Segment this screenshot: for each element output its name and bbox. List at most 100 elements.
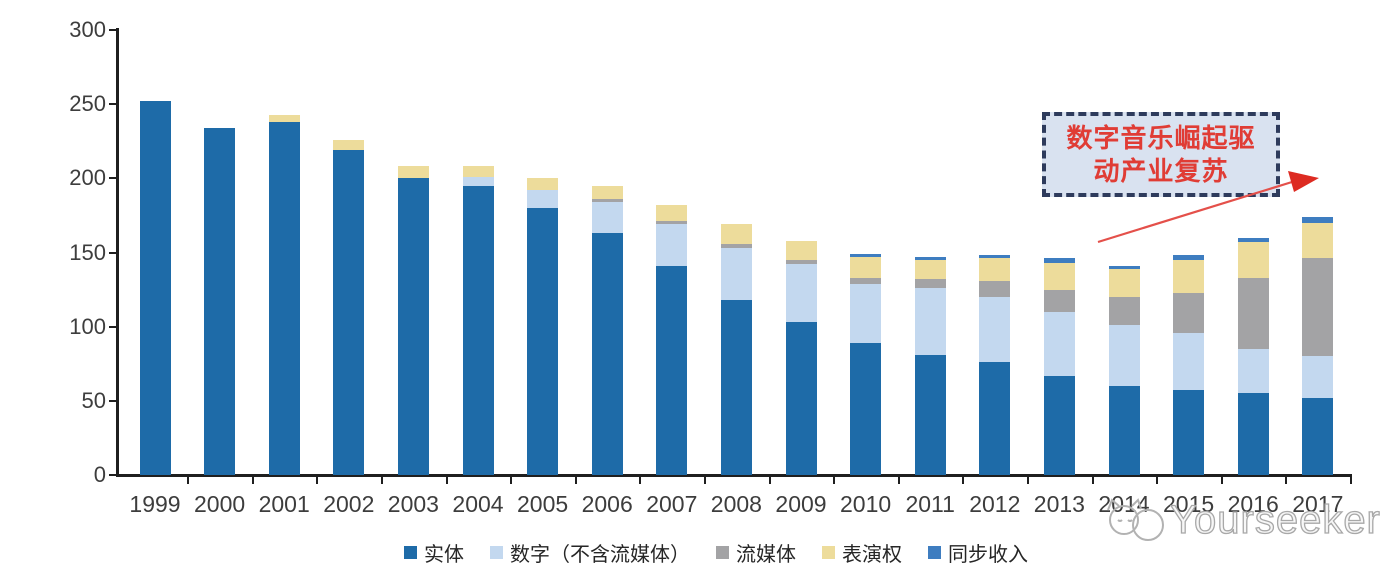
bar-segment-sync-revenue-2017 (1302, 216, 1334, 223)
watermark: Yourseeker (1102, 496, 1381, 544)
x-axis-tick (1220, 477, 1223, 484)
bar-segment-physical-1999 (139, 101, 171, 475)
legend-marker-digital-excl-streaming (490, 546, 503, 559)
legend-marker-physical (404, 546, 417, 559)
legend-item-performance-rights: 表演权 (822, 538, 902, 567)
bar-segment-performance-rights-2011 (914, 259, 946, 280)
bar-segment-physical-2009 (785, 322, 817, 475)
y-axis-tick (109, 103, 116, 106)
bar-segment-digital-excl-streaming-2016 (1237, 348, 1269, 394)
bar-segment-physical-2002 (333, 150, 365, 475)
y-axis-tick-label: 50 (81, 387, 106, 413)
annotation-callout: 数字音乐崛起驱 动产业复苏 (1042, 112, 1280, 197)
y-axis-tick-label: 250 (69, 91, 106, 117)
bar-segment-digital-excl-streaming-2015 (1173, 332, 1205, 391)
bar-segment-digital-excl-streaming-2013 (1043, 311, 1075, 376)
y-axis-tick-label: 300 (69, 17, 106, 42)
y-axis-tick-label: 150 (69, 239, 106, 265)
bar-segment-performance-rights-2004 (462, 166, 494, 177)
x-axis-year-label: 2013 (1033, 491, 1085, 517)
bar-segment-physical-2010 (850, 342, 882, 475)
bar-segment-physical-2000 (204, 127, 236, 475)
legend-label-physical: 实体 (424, 544, 464, 566)
bar-segment-streaming-2008 (720, 243, 752, 249)
bar-segment-physical-2004 (462, 185, 494, 475)
x-axis-tick (381, 477, 383, 484)
bar-segment-performance-rights-2012 (979, 258, 1011, 281)
x-axis-tick (639, 477, 642, 484)
legend-marker-streaming (716, 546, 729, 559)
watermark-text: Yourseeker (1169, 497, 1381, 542)
x-axis-year-label: 2017 (1292, 491, 1344, 517)
x-axis-year-label: 2002 (323, 491, 375, 517)
bar-segment-performance-rights-2007 (656, 205, 688, 222)
bar-segment-physical-2013 (1043, 375, 1075, 475)
bar-segment-performance-rights-2014 (1108, 268, 1140, 297)
x-axis-tick (1027, 477, 1029, 484)
bar-segment-performance-rights-2010 (850, 256, 882, 278)
x-axis-year-label: 2012 (969, 491, 1021, 517)
bar-segment-performance-rights-2008 (720, 224, 752, 244)
x-axis-tick (574, 477, 577, 484)
x-axis-tick (510, 477, 513, 484)
bar-segment-physical-2016 (1237, 393, 1269, 475)
legend-item-digital-excl-streaming: 数字（不含流媒体） (490, 538, 690, 567)
x-axis-tick (962, 477, 965, 484)
legend-item-streaming: 流媒体 (716, 538, 796, 567)
bar-segment-digital-excl-streaming-2010 (850, 283, 882, 343)
bar-segment-digital-excl-streaming-2014 (1108, 325, 1140, 386)
bar-segment-streaming-2006 (591, 199, 623, 203)
x-axis-year-label: 2004 (452, 491, 504, 517)
y-axis-tick (109, 177, 116, 180)
annotation-text-line1: 数字音乐崛起驱 (1066, 123, 1256, 153)
bar-segment-streaming-2016 (1237, 277, 1269, 349)
legend-label-digital-excl-streaming: 数字（不含流媒体） (510, 544, 690, 566)
x-axis-tick (768, 477, 771, 484)
bar-segment-streaming-2017 (1302, 258, 1334, 357)
bar-segment-performance-rights-2005 (527, 178, 559, 191)
x-axis-tick (445, 477, 448, 484)
x-axis-year-label: 2008 (710, 491, 762, 517)
y-axis-tick (109, 29, 116, 31)
x-axis-year-label: 1999 (129, 491, 181, 517)
legend-item-physical: 实体 (404, 538, 464, 567)
legend: 实体 数字（不含流媒体） 流媒体 表演权 同步收入 (0, 538, 1398, 567)
x-axis-year-label: 2005 (517, 491, 569, 517)
bar-segment-physical-2015 (1173, 390, 1205, 475)
bar-segment-physical-2014 (1108, 386, 1140, 475)
bar-segment-physical-2005 (527, 208, 559, 475)
x-axis-year-label: 2016 (1227, 491, 1279, 517)
bar-segment-streaming-2012 (979, 280, 1011, 297)
bar-segment-performance-rights-2003 (397, 166, 429, 179)
bar-segment-performance-rights-2015 (1173, 259, 1205, 293)
bar-segment-physical-2011 (914, 354, 946, 475)
bar-segment-sync-revenue-2010 (850, 253, 882, 257)
x-axis-tick (316, 477, 319, 484)
legend-item-sync-revenue: 同步收入 (928, 538, 1028, 567)
x-axis-year-label: 2007 (646, 491, 698, 517)
legend-label-performance-rights: 表演权 (842, 544, 902, 566)
x-axis-year-label: 2009 (775, 491, 827, 517)
x-axis-line (116, 474, 1352, 477)
bar-segment-performance-rights-2017 (1302, 222, 1334, 259)
annotation-text-line2: 动产业复苏 (1093, 156, 1229, 186)
bar-segment-digital-excl-streaming-2007 (656, 224, 688, 266)
bar-segment-digital-excl-streaming-2006 (591, 202, 623, 234)
y-axis-tick (109, 474, 116, 476)
x-axis-tick (1156, 477, 1159, 484)
bar-segment-digital-excl-streaming-2004 (462, 176, 494, 186)
x-axis-tick (1285, 477, 1288, 484)
bar-segment-digital-excl-streaming-2017 (1302, 356, 1334, 398)
bar-segment-physical-2001 (268, 121, 300, 475)
bar-segment-sync-revenue-2014 (1108, 265, 1140, 269)
x-axis-tick (833, 477, 836, 484)
bar-segment-streaming-2014 (1108, 297, 1140, 326)
x-axis-year-label: 2006 (581, 491, 633, 517)
bar-segment-physical-2012 (979, 362, 1011, 475)
bar-segment-streaming-2011 (914, 279, 946, 289)
bar-segment-streaming-2013 (1043, 289, 1075, 312)
x-axis-tick (1091, 477, 1094, 484)
bar-segment-sync-revenue-2012 (979, 255, 1011, 259)
bar-segment-streaming-2007 (656, 221, 688, 225)
